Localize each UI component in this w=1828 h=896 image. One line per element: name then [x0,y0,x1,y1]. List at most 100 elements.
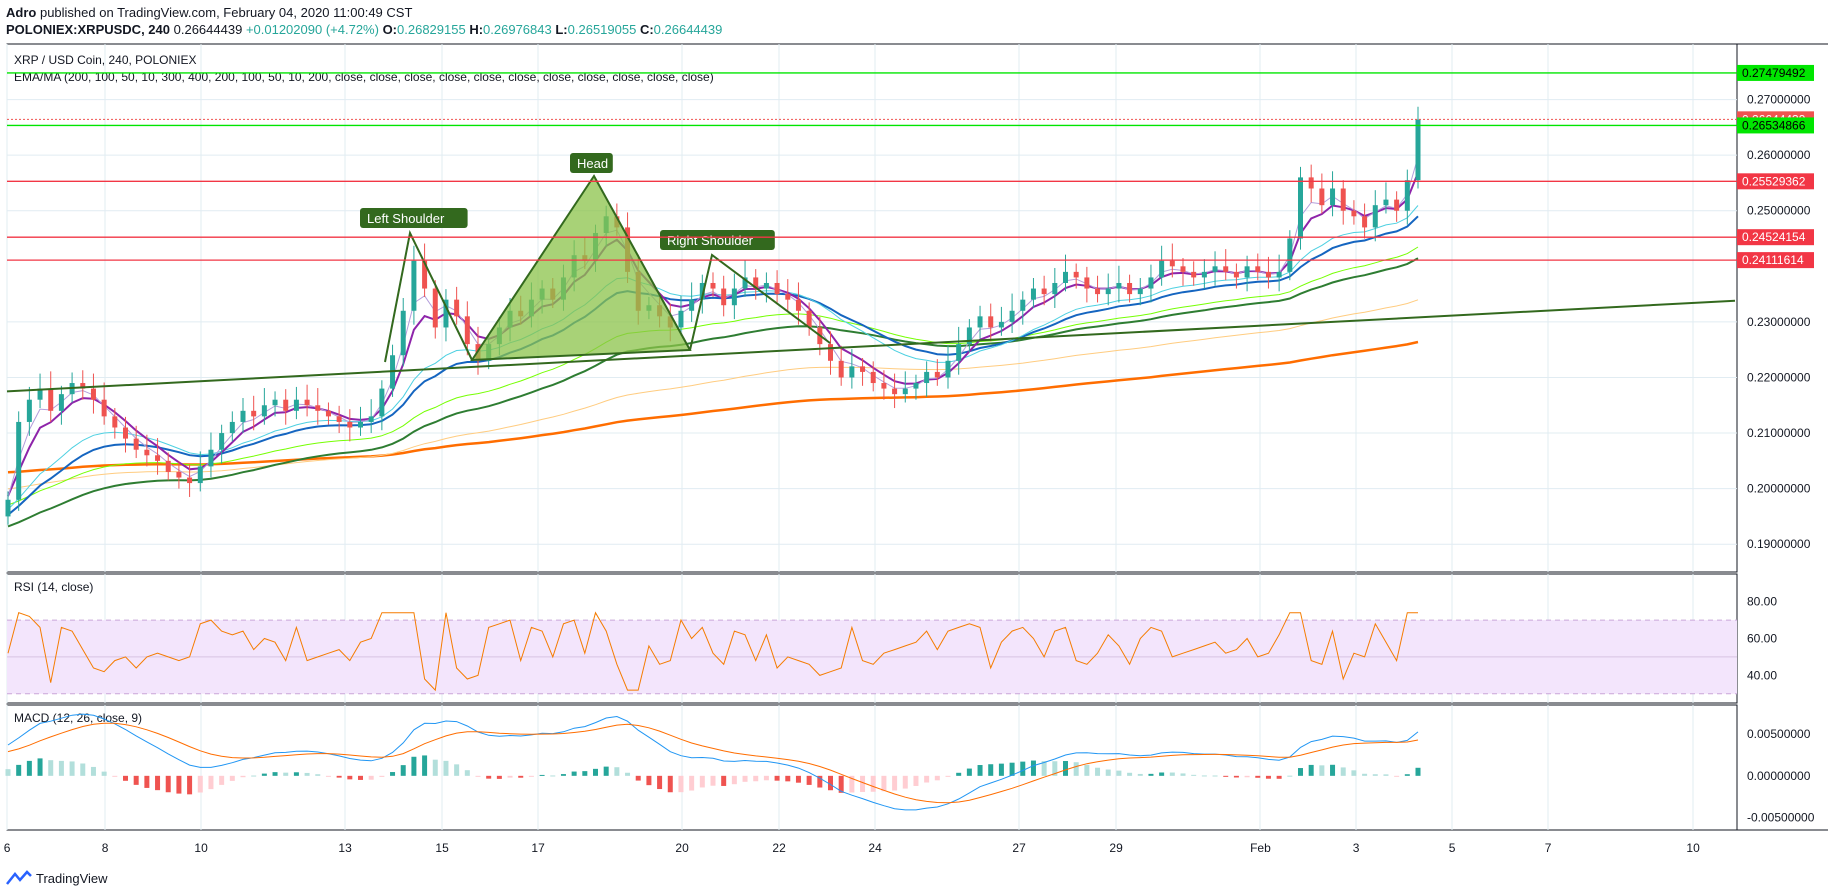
macd-histogram-bar [710,775,716,786]
candle-body [828,344,833,361]
candle-body [1383,199,1389,206]
macd-histogram-bar [1212,775,1218,777]
x-tick-label: 10 [1686,841,1700,855]
ma-200-line [7,340,1419,474]
macd-histogram-bar [860,775,866,792]
candle-body [1116,282,1122,289]
macd-tick-label: 0.00500000 [1747,727,1811,741]
price-chart-title: XRP / USD Coin, 240, POLONIEX [14,53,197,67]
candle-body [454,299,460,317]
candle-body [1362,216,1368,228]
candle-body [1212,266,1218,272]
candle-body [977,316,983,328]
candle-body [443,299,449,328]
macd-histogram-bar [5,769,11,776]
candle-body [753,277,759,289]
macd-histogram-bar [1394,775,1400,777]
x-tick-label: 17 [531,841,545,855]
candle-body [956,344,962,361]
macd-histogram-bar [240,775,246,778]
x-tick-label: 29 [1109,841,1123,855]
candle-body [1030,288,1036,300]
macd-histogram-bar [753,775,759,782]
price-level-tag [1737,229,1814,246]
macd-histogram-bar [731,775,737,785]
macd-histogram-bar [539,774,545,776]
macd-histogram-bar [892,775,898,791]
macd-histogram-bar [80,763,86,776]
candle-body [123,427,128,439]
price-tick-label: 0.27000000 [1747,93,1811,107]
macd-histogram-bar [261,773,267,776]
candle-body [1319,188,1325,206]
candle-body [742,277,748,289]
macd-histogram-bar [635,775,641,781]
author-name[interactable]: Adro [6,5,37,20]
macd-histogram-bar [1052,761,1058,776]
open-value: 0.26829155 [397,22,466,37]
macd-histogram-bar [828,775,833,791]
x-tick-label: 5 [1449,841,1456,855]
macd-histogram-bar [998,763,1004,776]
candle-body [155,455,161,461]
ohlc-line: POLONIEX:XRPUSDC, 240 0.26644439 +0.0120… [6,21,722,38]
candle-body [1415,119,1421,181]
candle-body [1095,288,1101,295]
candle-body [1063,271,1068,283]
macd-histogram-bar [1255,775,1261,778]
indicator-legend: EMA/MA (200, 100, 50, 10, 300, 400, 200,… [14,70,714,84]
macd-histogram-bar [197,775,203,793]
macd-histogram-bar [1180,773,1186,776]
macd-histogram-bar [1095,767,1101,776]
candle-body [1084,277,1090,289]
price-level-value: 0.24111614 [1742,253,1804,267]
candle-body [1330,188,1336,206]
macd-histogram-bar [934,775,940,781]
footer-brand[interactable]: TradingView [6,870,108,886]
macd-histogram-bar [155,775,161,791]
candle-body [411,260,417,311]
x-tick-label: 13 [338,841,352,855]
price-change: +0.01202090 (+4.72%) [245,22,379,37]
candle-body [1137,288,1143,295]
price-level-tag [1737,64,1814,81]
macd-histogram-bar [1084,764,1090,776]
ema-50-line [7,246,1419,506]
price-tick-label: 0.23000000 [1747,315,1811,329]
candle-body [90,388,96,400]
macd-histogram-bar [112,775,118,777]
price-tick-label: 0.20000000 [1747,482,1811,496]
macd-histogram-bar [37,758,43,776]
candle-body [1169,260,1175,267]
candle-body [229,421,235,434]
x-tick-label: 3 [1353,841,1360,855]
macd-pane-frame [6,704,1738,831]
ma-50-line [7,257,1419,528]
candle-body [251,410,257,417]
head-label: Head [577,156,608,171]
macd-histogram-bar [187,775,193,795]
ma-100-line [7,299,1419,490]
macd-histogram-bar [1223,775,1229,777]
close-label: C: [639,22,654,37]
macd-histogram-bar [657,775,663,790]
candle-body [881,383,887,389]
candle-body [336,416,342,422]
macd-histogram-bar [90,766,96,776]
candle-body [261,405,267,417]
macd-histogram-bar [614,767,620,776]
ema-20-line [7,215,1419,516]
candle-body [48,388,54,411]
candle-body [945,360,951,378]
macd-histogram-bar [966,768,972,776]
low-label: L: [555,22,568,37]
candle-body [1351,210,1357,217]
candle-body [176,471,182,478]
candle-body [208,449,214,467]
macd-histogram-bar [58,760,64,776]
candle-body [1201,271,1207,278]
macd-histogram-bar [678,775,684,793]
macd-histogram-bar [400,765,406,776]
price-level-tag [1737,117,1814,134]
